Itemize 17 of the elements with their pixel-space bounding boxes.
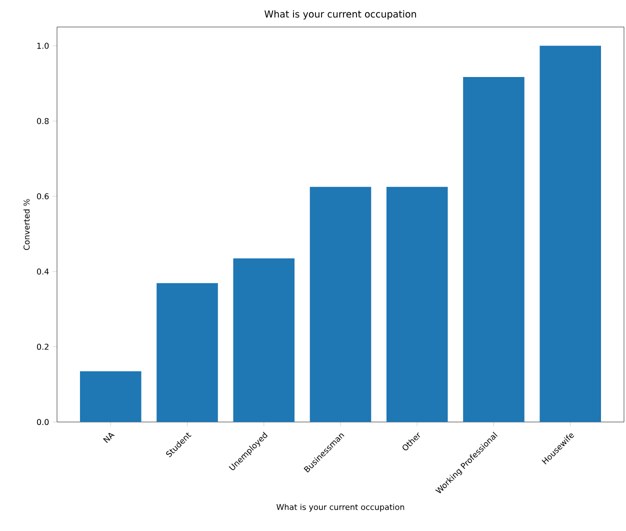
y-tick-label: 0.4 — [37, 268, 49, 275]
bar — [386, 186, 448, 422]
x-axis-title: What is your current occupation — [276, 504, 404, 512]
bar — [463, 77, 524, 422]
bar — [540, 46, 602, 422]
bar — [156, 283, 218, 422]
y-tick-label: 1.0 — [37, 42, 49, 49]
bar — [233, 258, 295, 422]
y-tick-label: 0.6 — [37, 193, 49, 200]
y-axis-title: Converted % — [23, 199, 30, 250]
y-tick-label: 0.8 — [37, 118, 49, 124]
y-tick-label: 0.0 — [37, 418, 49, 426]
x-tick-label: NA — [103, 432, 115, 443]
bar — [80, 371, 142, 422]
y-tick-label: 0.2 — [37, 344, 48, 350]
bar — [310, 186, 372, 422]
chart-title: What is your current occupation — [264, 10, 416, 20]
